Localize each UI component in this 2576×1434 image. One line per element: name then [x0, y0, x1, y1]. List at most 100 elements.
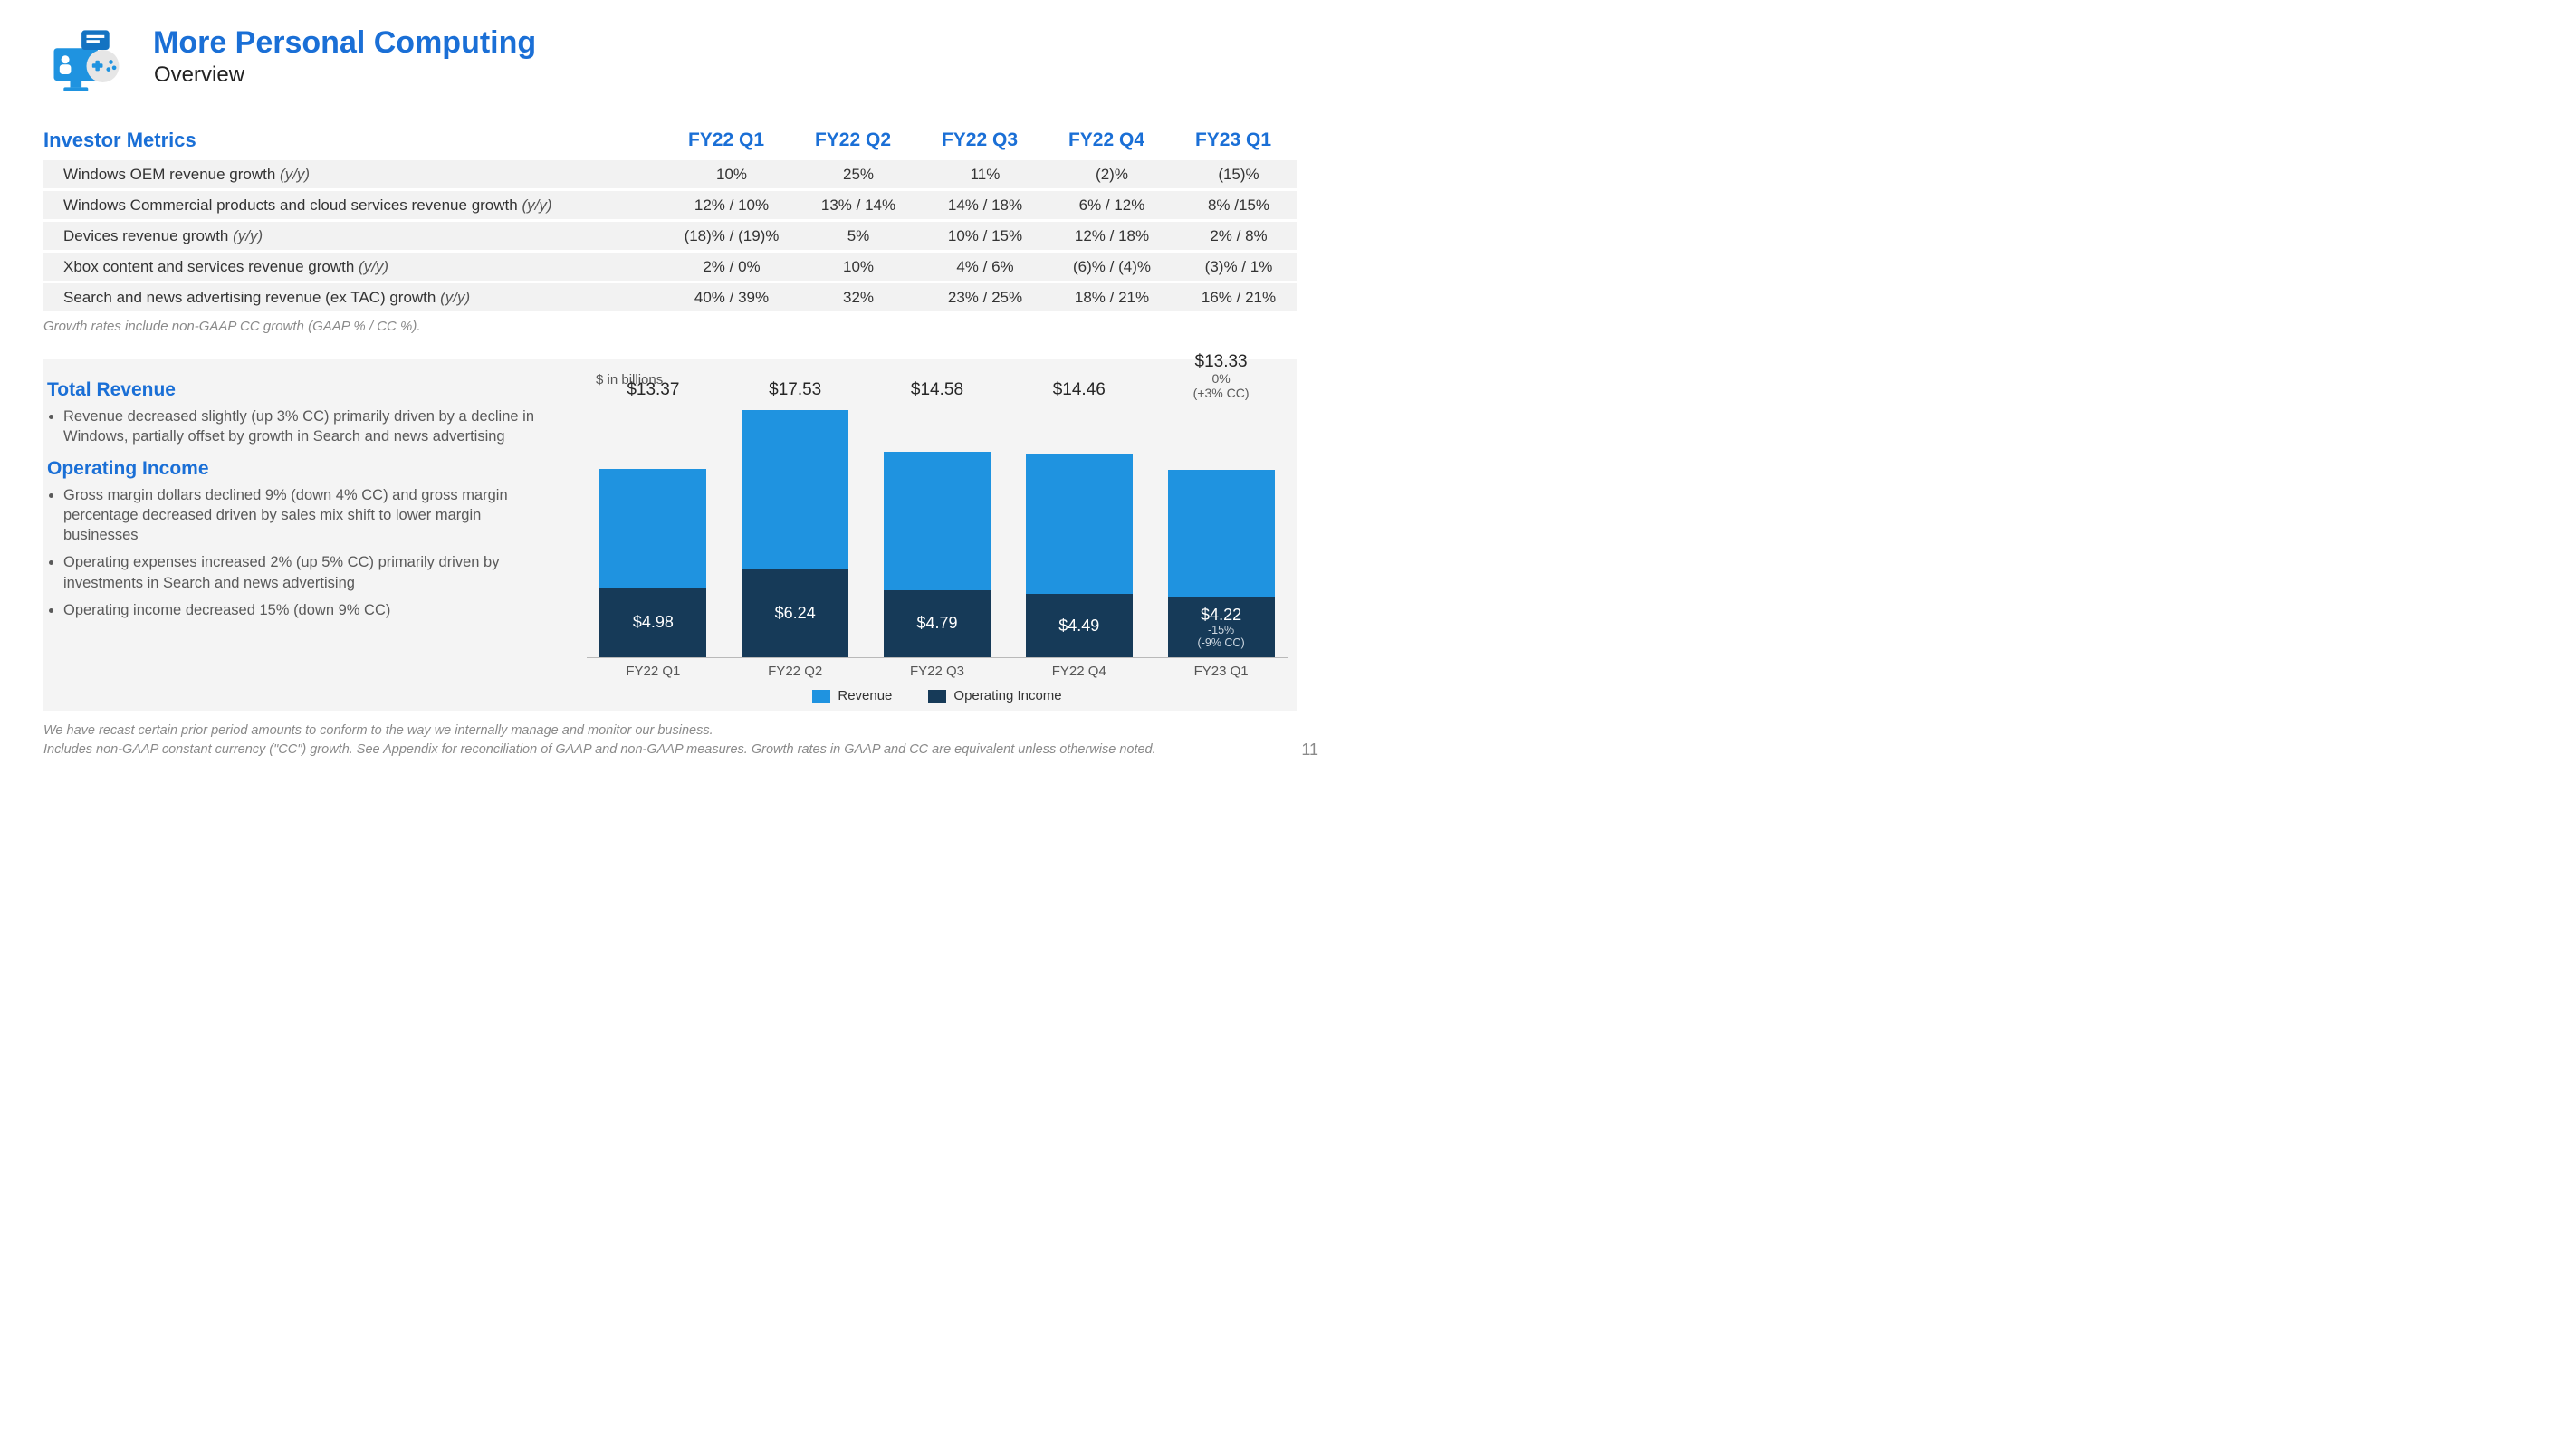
- investor-metrics-table: Investor Metrics FY22 Q1 FY22 Q2 FY22 Q3…: [43, 123, 1297, 311]
- table-cell: 10% / 15%: [916, 221, 1043, 252]
- table-cell: 12% / 10%: [663, 190, 790, 221]
- row-label: Search and news advertising revenue (ex …: [43, 282, 663, 312]
- disclaimer-line: We have recast certain prior period amou…: [43, 722, 1297, 741]
- lower-panel: Total Revenue Revenue decreased slightly …: [43, 359, 1297, 711]
- legend-swatch-op-income: [928, 690, 946, 703]
- narrative-bullet: Gross margin dollars declined 9% (down 4…: [63, 485, 560, 546]
- table-cell: 12% / 18%: [1043, 221, 1170, 252]
- bar-group: $13.330%(+3% CC)$4.22-15%(-9% CC): [1162, 404, 1280, 657]
- x-axis-label: FY22 Q3: [910, 664, 964, 679]
- col-header: FY22 Q4: [1043, 123, 1170, 159]
- row-label: Xbox content and services revenue growth…: [43, 252, 663, 282]
- bar-segment-revenue: [1168, 470, 1275, 598]
- bar-top-label: $14.46: [1007, 381, 1152, 404]
- bar-chart: $13.37$4.98 $17.53$6.24 $14.58$4.79 $14.46$…: [587, 405, 1288, 658]
- table-cell: 13% / 14%: [790, 190, 916, 221]
- table-cell: 16% / 21%: [1170, 282, 1297, 312]
- bar-op-label: $6.24: [775, 604, 816, 623]
- legend-label: Operating Income: [953, 688, 1061, 703]
- bar-segment-op-income: $6.24: [742, 569, 848, 657]
- bar-op-label: $4.22: [1201, 606, 1241, 625]
- bar-top-label: $13.330%(+3% CC): [1149, 353, 1294, 404]
- table-row: Windows Commercial products and cloud se…: [43, 190, 1297, 221]
- bar-segment-op-income: $4.22-15%(-9% CC): [1168, 598, 1275, 657]
- bar-top-label: $14.58: [865, 381, 1010, 404]
- narrative-list: Revenue decreased slightly (up 3% CC) pr…: [47, 406, 560, 447]
- bar-group: $13.37$4.98: [594, 404, 713, 657]
- disclaimer-line: Includes non-GAAP constant currency ("CC…: [43, 741, 1297, 760]
- x-axis-label: FY22 Q4: [1052, 664, 1106, 679]
- header: More Personal Computing Overview: [43, 25, 1297, 107]
- bar-segment-op-income: $4.49: [1026, 594, 1133, 657]
- col-header: FY22 Q3: [916, 123, 1043, 159]
- narrative-block: Total Revenue Revenue decreased slightly …: [43, 372, 560, 703]
- legend-label: Revenue: [838, 688, 892, 703]
- table-cell: 11%: [916, 159, 1043, 190]
- table-cell: (2)%: [1043, 159, 1170, 190]
- table-cell: 5%: [790, 221, 916, 252]
- metrics-footnote: Growth rates include non-GAAP CC growth …: [43, 319, 1297, 334]
- bar: $14.46$4.49: [1026, 404, 1133, 657]
- bar-group: $14.46$4.49: [1020, 404, 1138, 657]
- bar-segment-op-income: $4.79: [884, 590, 991, 658]
- table-row: Windows OEM revenue growth (y/y)10%25%11…: [43, 159, 1297, 190]
- table-row: Devices revenue growth (y/y)(18)% / (19)…: [43, 221, 1297, 252]
- table-cell: (3)% / 1%: [1170, 252, 1297, 282]
- narrative-bullet: Revenue decreased slightly (up 3% CC) pr…: [63, 406, 560, 447]
- bar-op-sublabel: -15%(-9% CC): [1198, 625, 1245, 650]
- bar-segment-revenue: [884, 452, 991, 589]
- x-axis-label: FY22 Q2: [768, 664, 822, 679]
- bar-group: $14.58$4.79: [878, 404, 997, 657]
- col-header: FY23 Q1: [1170, 123, 1297, 159]
- x-axis-label: FY22 Q1: [626, 664, 680, 679]
- disclaimer: We have recast certain prior period amou…: [43, 722, 1297, 760]
- table-cell: 32%: [790, 282, 916, 312]
- bar-top-sublabel: (+3% CC): [1149, 387, 1294, 400]
- bar-top-sublabel: 0%: [1149, 372, 1294, 386]
- bar-segment-revenue: [742, 410, 848, 569]
- bar-top-label: $17.53: [723, 381, 867, 404]
- bar: $14.58$4.79: [884, 404, 991, 657]
- row-label: Windows Commercial products and cloud se…: [43, 190, 663, 221]
- col-header: FY22 Q2: [790, 123, 916, 159]
- bar: $13.37$4.98: [599, 404, 706, 657]
- narrative-bullet: Operating expenses increased 2% (up 5% C…: [63, 552, 560, 593]
- narrative-bullet: Operating income decreased 15% (down 9% …: [63, 600, 560, 620]
- mpc-icon: [43, 25, 129, 107]
- table-cell: (18)% / (19)%: [663, 221, 790, 252]
- table-cell: 10%: [790, 252, 916, 282]
- page-number: 11: [1301, 741, 1318, 760]
- x-axis-label: FY23 Q1: [1194, 664, 1249, 679]
- narrative-heading: Operating Income: [47, 458, 560, 480]
- narrative-list: Gross margin dollars declined 9% (down 4…: [47, 485, 560, 621]
- table-cell: 10%: [663, 159, 790, 190]
- chart-legend: Revenue Operating Income: [587, 688, 1288, 703]
- table-cell: 40% / 39%: [663, 282, 790, 312]
- col-header: FY22 Q1: [663, 123, 790, 159]
- bar: $13.330%(+3% CC)$4.22-15%(-9% CC): [1168, 404, 1275, 657]
- bar-top-label: $13.37: [580, 381, 725, 404]
- narrative-heading: Total Revenue: [47, 379, 560, 401]
- table-cell: 25%: [790, 159, 916, 190]
- table-cell: 18% / 21%: [1043, 282, 1170, 312]
- table-cell: 4% / 6%: [916, 252, 1043, 282]
- table-cell: 8% /15%: [1170, 190, 1297, 221]
- bar-segment-revenue: [1026, 454, 1133, 594]
- table-cell: 14% / 18%: [916, 190, 1043, 221]
- bar-group: $17.53$6.24: [736, 404, 855, 657]
- bar-op-label: $4.79: [916, 614, 957, 633]
- bar-op-label: $4.49: [1058, 617, 1099, 636]
- table-row: Search and news advertising revenue (ex …: [43, 282, 1297, 312]
- page-subtitle: Overview: [154, 62, 536, 88]
- table-row: Xbox content and services revenue growth…: [43, 252, 1297, 282]
- bar-op-label: $4.98: [633, 613, 674, 632]
- table-cell: 6% / 12%: [1043, 190, 1170, 221]
- metrics-section-title: Investor Metrics: [43, 123, 196, 155]
- bar: $17.53$6.24: [742, 404, 848, 657]
- table-cell: 2% / 0%: [663, 252, 790, 282]
- page-title: More Personal Computing: [153, 25, 536, 61]
- table-cell: 2% / 8%: [1170, 221, 1297, 252]
- table-cell: (6)% / (4)%: [1043, 252, 1170, 282]
- row-label: Devices revenue growth (y/y): [43, 221, 663, 252]
- row-label: Windows OEM revenue growth (y/y): [43, 159, 663, 190]
